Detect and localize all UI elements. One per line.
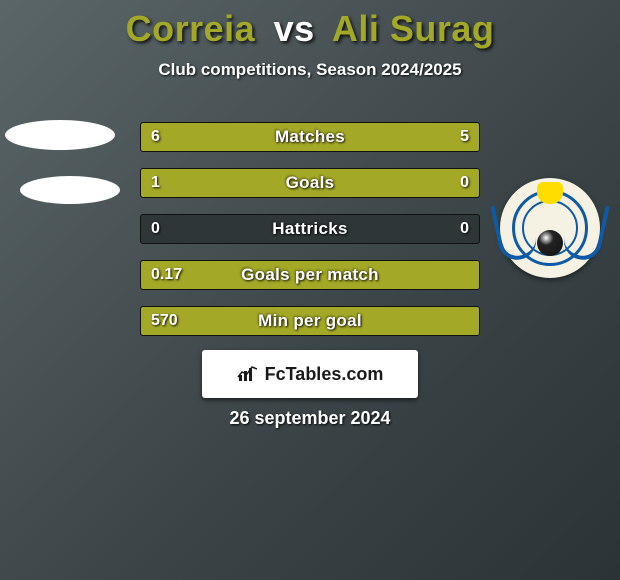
subtitle: Club competitions, Season 2024/2025 bbox=[0, 60, 620, 80]
stat-row: 10Goals bbox=[140, 168, 480, 198]
stat-row: 0.17Goals per match bbox=[140, 260, 480, 290]
chart-icon bbox=[237, 365, 259, 383]
stat-row: 65Matches bbox=[140, 122, 480, 152]
ellipse-shape bbox=[5, 120, 115, 150]
watermark-text: FcTables.com bbox=[265, 364, 384, 385]
badge-crest-top bbox=[537, 182, 563, 204]
ellipse-shape bbox=[20, 176, 120, 204]
stat-label: Min per goal bbox=[141, 307, 479, 335]
comparison-infographic: Correia vs Ali Surag Club competitions, … bbox=[0, 0, 620, 580]
vs-text: vs bbox=[274, 8, 315, 49]
badge-ball-icon bbox=[537, 230, 563, 256]
badge-shield bbox=[500, 178, 600, 278]
stat-label: Goals bbox=[141, 169, 479, 197]
player1-badge-placeholder bbox=[0, 120, 120, 204]
stat-row: 00Hattricks bbox=[140, 214, 480, 244]
player1-name: Correia bbox=[126, 8, 256, 49]
stat-label: Matches bbox=[141, 123, 479, 151]
stat-label: Hattricks bbox=[141, 215, 479, 243]
stat-row: 570Min per goal bbox=[140, 306, 480, 336]
watermark: FcTables.com bbox=[202, 350, 418, 398]
player2-name: Ali Surag bbox=[332, 8, 495, 49]
page-title: Correia vs Ali Surag bbox=[0, 0, 620, 50]
stats-bars: 65Matches 10Goals 00Hattricks 0.17Goals per… bbox=[140, 122, 480, 352]
player2-club-badge bbox=[500, 178, 600, 278]
stat-label: Goals per match bbox=[141, 261, 479, 289]
date-text: 26 september 2024 bbox=[0, 408, 620, 429]
